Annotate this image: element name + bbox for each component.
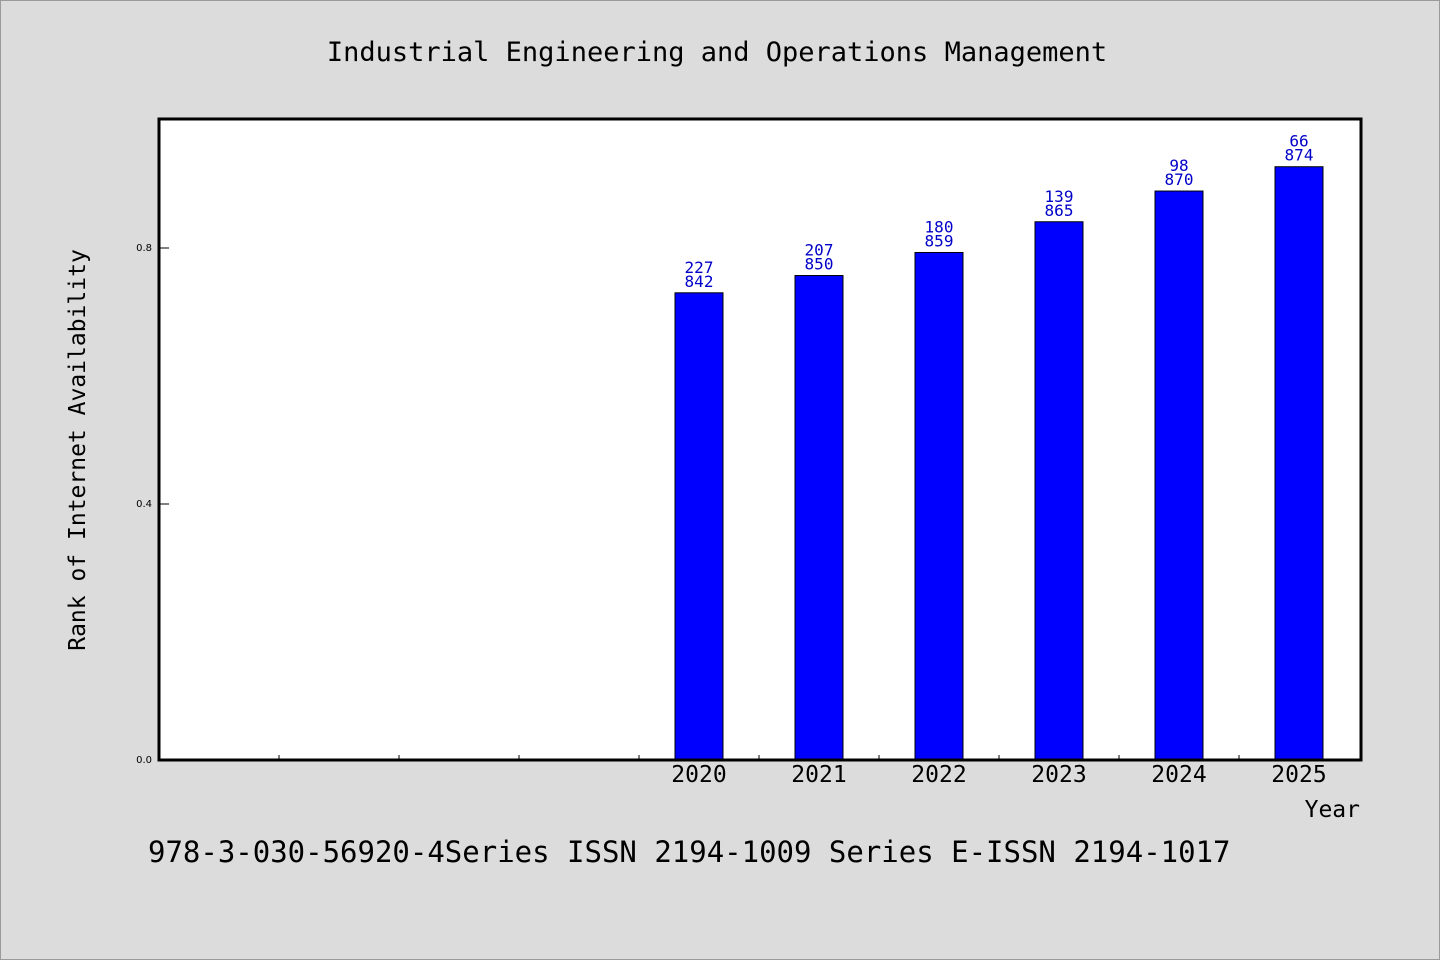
y-tick-label-0.0: 0.0	[136, 755, 152, 766]
bar-2022	[914, 251, 964, 761]
data-label-top-2020: 227	[685, 258, 714, 277]
x-tick-label-2025: 2025	[1271, 762, 1326, 788]
data-label-top-2025: 66	[1289, 132, 1308, 151]
bar-2024	[1154, 190, 1204, 761]
bar-2025	[1274, 166, 1324, 761]
chart-title: Industrial Engineering and Operations Ma…	[327, 37, 1107, 68]
data-label-bottom-2023: 865	[1045, 201, 1074, 220]
plot-border	[157, 117, 1363, 762]
x-tick-label-2022: 2022	[911, 762, 966, 788]
x-tick-label-2024: 2024	[1151, 762, 1206, 788]
y-tick-label-0.8: 0.8	[136, 243, 152, 254]
data-label-bottom-2021: 850	[805, 255, 834, 274]
bars-group	[674, 166, 1324, 761]
bar-2021	[794, 275, 844, 761]
data-label-top-2024: 98	[1169, 156, 1188, 175]
bar-2020	[674, 292, 724, 761]
y-axis-label: Rank of Internet Availability	[65, 249, 91, 651]
data-label-top-2022: 180	[925, 217, 954, 236]
footer-isbn-text: 978-3-030-56920-4Series ISSN 2194-1009 S…	[148, 835, 1231, 869]
x-tick-label-2021: 2021	[791, 762, 846, 788]
x-tick-label-2023: 2023	[1031, 762, 1086, 788]
x-tick-label-2020: 2020	[671, 762, 726, 788]
data-label-top-2021: 207	[805, 241, 834, 260]
bar-2023	[1034, 221, 1084, 761]
data-label-bottom-2022: 859	[925, 231, 954, 250]
data-label-bottom-2024: 870	[1165, 170, 1194, 189]
data-label-bottom-2025: 874	[1285, 146, 1314, 165]
data-label-top-2023: 139	[1045, 187, 1074, 206]
y-tick-label-0.4: 0.4	[136, 499, 152, 510]
data-label-bottom-2020: 842	[685, 272, 714, 291]
x-axis-label: Year	[1305, 797, 1360, 823]
x-ticks: 2020 2021 2022 2023 2024 2025	[278, 755, 1327, 788]
